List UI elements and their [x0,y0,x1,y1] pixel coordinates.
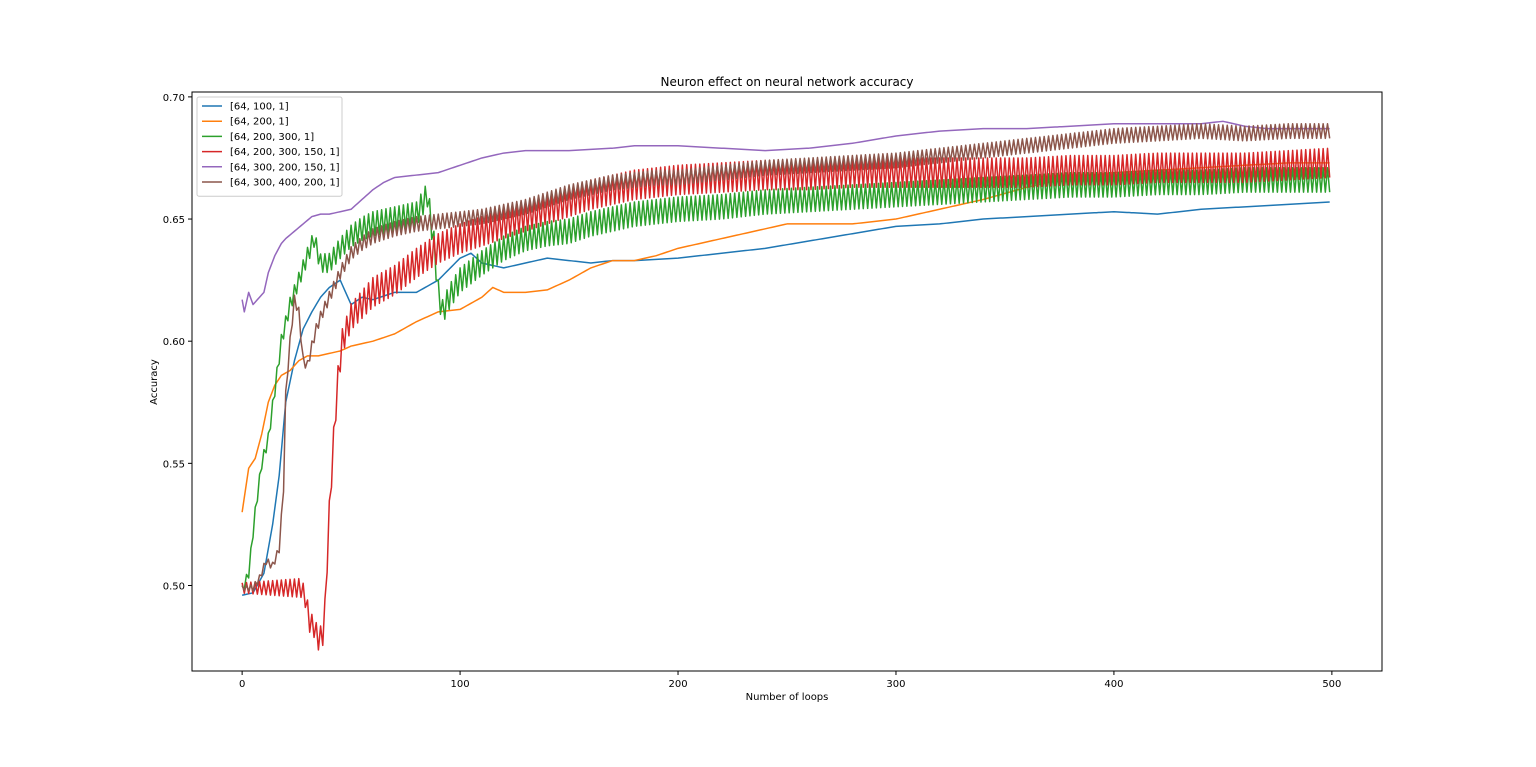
y-axis-label: Accuracy [149,359,160,405]
series-line-3 [241,166,1331,590]
y-axis: 0.50 0.55 0.60 0.65 0.70 [163,93,192,592]
legend: [64, 100, 1] [64, 200, 1] [64, 200, 300, 1… [196,96,343,197]
chart-title: Neuron effect on neural network accuracy [660,75,913,89]
series-line-6 [241,123,1331,592]
x-tick-label: 100 [451,679,470,690]
legend-label: [64, 100, 1] [230,102,289,113]
series-line-4 [241,147,1331,651]
x-tick-label: 500 [1322,679,1341,690]
plot-frame [191,91,1383,672]
x-axis: 0 100 200 300 400 500 [239,671,1341,690]
legend-label: [64, 200, 1] [230,117,289,128]
legend-label: [64, 200, 300, 150, 1] [230,147,340,158]
legend-label: [64, 300, 400, 200, 1] [230,178,340,189]
y-tick-label: 0.55 [163,459,185,470]
y-tick-label: 0.50 [163,581,185,592]
series-line-1 [241,201,1330,597]
x-tick-label: 0 [239,679,245,690]
x-axis-label: Number of loops [746,692,829,703]
legend-label: [64, 200, 300, 1] [230,132,314,143]
y-tick-label: 0.70 [163,93,185,104]
x-tick-label: 400 [1104,679,1123,690]
x-tick-label: 200 [668,679,687,690]
legend-box [196,96,343,197]
y-tick-label: 0.65 [163,215,185,226]
legend-label: [64, 300, 200, 150, 1] [230,162,340,173]
series-line-5 [241,120,1330,313]
y-tick-label: 0.60 [163,337,185,348]
series-group [241,120,1331,651]
x-tick-label: 300 [886,679,905,690]
